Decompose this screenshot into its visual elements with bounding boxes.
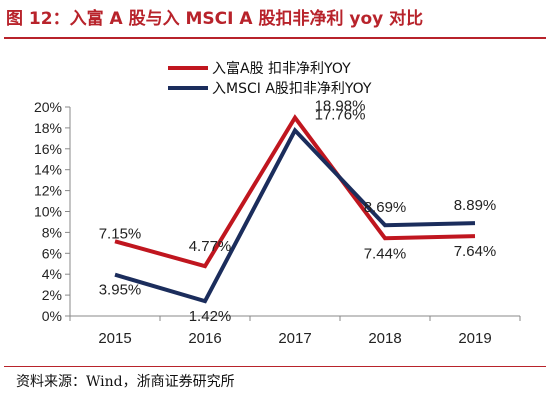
legend-label-2: 入MSCI A股扣非净利YOY <box>212 81 372 97</box>
title-rule <box>4 37 546 39</box>
data-label: 7.15% <box>99 225 142 242</box>
data-label: 8.89% <box>454 197 497 214</box>
legend-label-1: 入富A股 扣非净利YOY <box>212 60 351 77</box>
data-label: 8.69% <box>364 199 407 216</box>
figure-title: 图 12：入富 A 股与入 MSCI A 股扣非净利 yoy 对比 <box>6 9 424 29</box>
x-tick-label: 2016 <box>188 330 221 347</box>
line-chart: 0% 2% 4% 6% 8% 10% 12% 14% 16% 18% 20% 2015 2016 2017… <box>34 60 521 347</box>
y-tick-label: 10% <box>34 204 62 220</box>
series-line-1 <box>114 114 476 269</box>
data-label: 18.98% <box>315 98 366 115</box>
series-line-2 <box>114 127 476 304</box>
data-label: 4.77% <box>189 238 232 255</box>
data-label: 17.76% <box>315 106 366 123</box>
data-label: 7.64% <box>454 243 497 260</box>
y-tick-label: 0% <box>42 308 62 324</box>
y-tick-label: 6% <box>42 245 62 261</box>
y-tick-label: 14% <box>34 162 62 178</box>
y-tick-label: 16% <box>34 141 62 157</box>
source-note: 资料来源：Wind，浙商证券研究所 <box>16 374 235 390</box>
x-tick-label: 2015 <box>98 330 131 347</box>
y-tick-label: 18% <box>34 120 62 136</box>
y-tick-label: 12% <box>34 183 62 199</box>
y-tick-label: 8% <box>42 224 62 240</box>
source-rule <box>4 366 546 367</box>
y-tick-label: 4% <box>42 266 62 282</box>
x-tick-label: 2019 <box>458 330 491 347</box>
y-tick-label: 2% <box>42 287 62 303</box>
x-tick-label: 2018 <box>368 330 401 347</box>
data-label: 3.95% <box>99 282 142 299</box>
x-tick-label: 2017 <box>278 330 311 347</box>
y-tick-label: 20% <box>34 99 62 115</box>
data-label: 7.44% <box>364 245 407 262</box>
data-label: 1.42% <box>189 308 232 325</box>
